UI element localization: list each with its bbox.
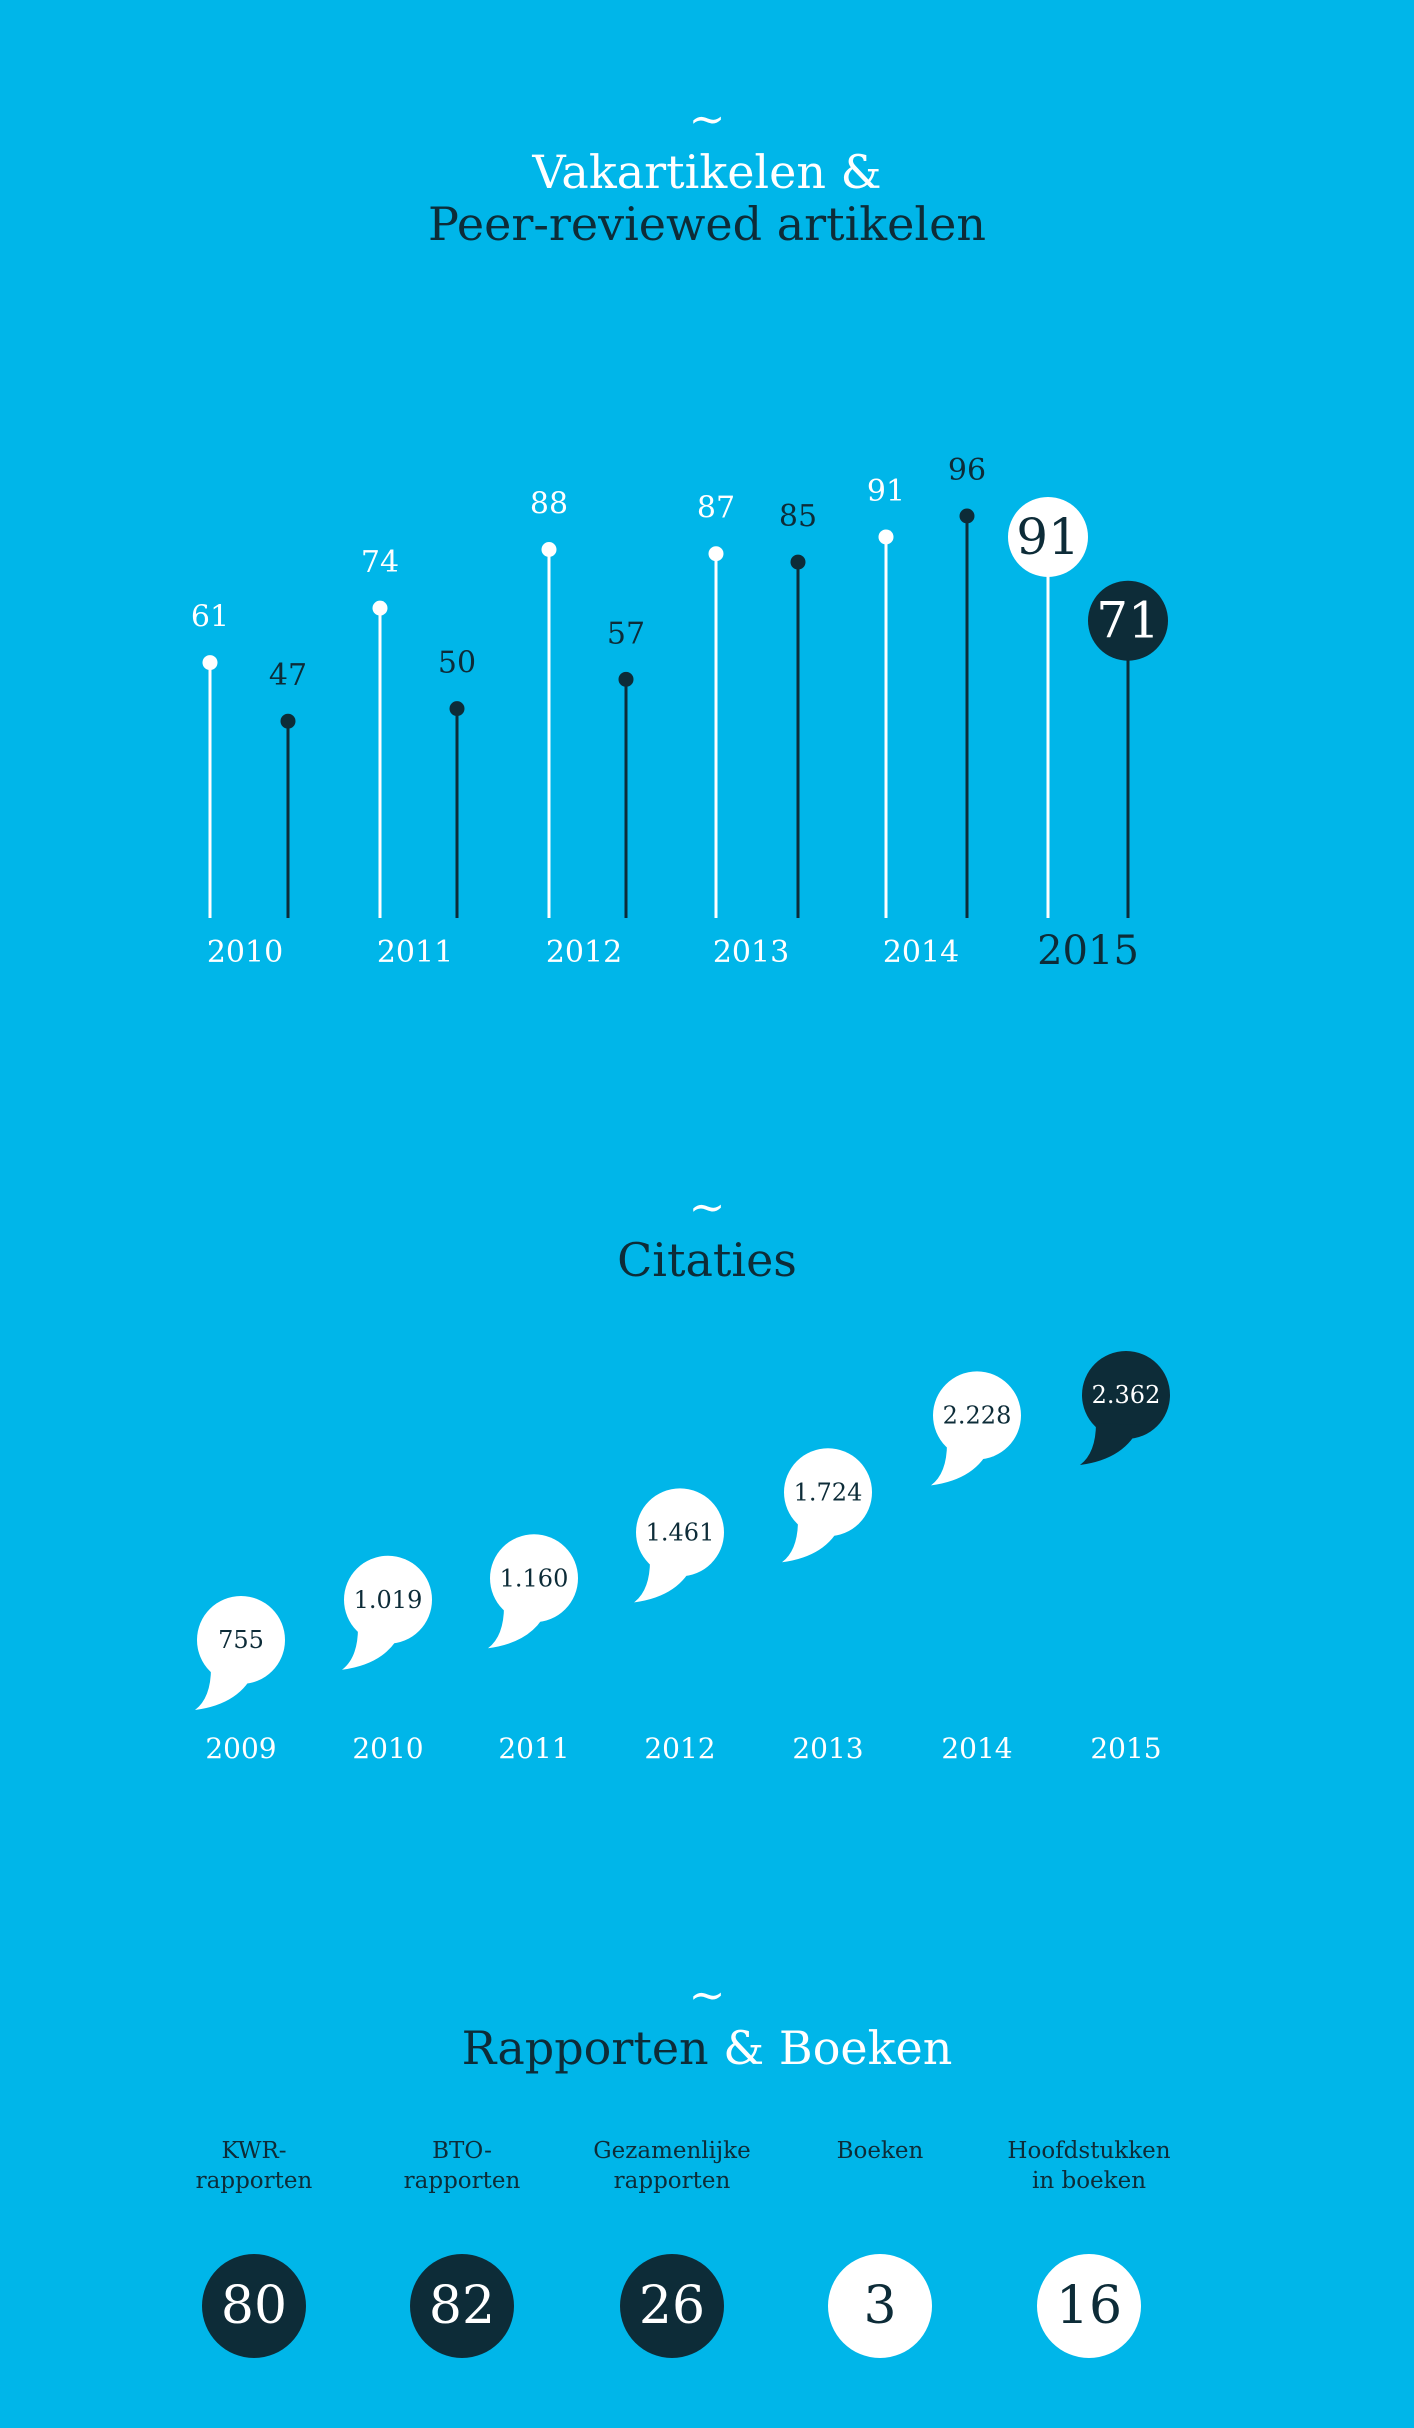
tilde-ornament-icon: ~ bbox=[688, 94, 726, 145]
section-title-reports-books: Rapporten & Boeken bbox=[0, 2022, 1414, 2074]
bubble-tail bbox=[342, 1627, 402, 1670]
title-vakartikelen: Vakartikelen bbox=[532, 145, 826, 199]
x-tick-label: 2012 bbox=[644, 1732, 715, 1765]
bubble-tail bbox=[782, 1520, 842, 1563]
label-line: BTO- bbox=[432, 2138, 492, 2164]
lollipop-dot bbox=[708, 546, 724, 562]
citation-bubble: 1.160 bbox=[488, 1534, 578, 1649]
lollipop-value-label: 85 bbox=[779, 499, 817, 534]
report-category-label: BTO-rapporten bbox=[362, 2136, 562, 2196]
bubble-value-label: 2.228 bbox=[943, 1401, 1012, 1429]
report-category-label: Boeken bbox=[780, 2136, 980, 2166]
label-line: Gezamenlijke bbox=[593, 2138, 751, 2164]
bubble-tail bbox=[634, 1560, 694, 1603]
bubble-circle bbox=[197, 1596, 285, 1684]
lollipop-value-label: 47 bbox=[269, 658, 307, 693]
lollipop-value-label: 91 bbox=[867, 474, 905, 509]
label-line: rapporten bbox=[403, 2168, 521, 2194]
title-boeken: Boeken bbox=[764, 2021, 953, 2075]
title-rapporten: Rapporten bbox=[461, 2021, 709, 2075]
citation-bubble: 755 bbox=[195, 1596, 285, 1710]
label-line: Boeken bbox=[836, 2138, 924, 2164]
label-line: rapporten bbox=[195, 2168, 313, 2194]
title-peer-reviewed: Peer-reviewed artikelen bbox=[428, 197, 986, 251]
x-tick-label: 2011 bbox=[498, 1732, 569, 1765]
label-line: rapporten bbox=[613, 2168, 731, 2194]
citation-bubble: 1.019 bbox=[342, 1555, 432, 1670]
lollipop-dot bbox=[790, 554, 806, 570]
lollipop-dot bbox=[541, 542, 557, 557]
bubble-tail bbox=[1080, 1423, 1140, 1465]
citations-bubble-chart: 755 2009 1.019 2010 1.160 2011 1.461 2012 1.724 2… bbox=[195, 1351, 1170, 1765]
lollipop-dot bbox=[202, 655, 218, 671]
bubble-value-label: 1.724 bbox=[794, 1478, 863, 1506]
title-ampersand: & bbox=[708, 2021, 765, 2075]
bubble-value-label: 1.160 bbox=[500, 1564, 569, 1592]
lollipop-dot bbox=[878, 529, 894, 545]
lollipop-value-label: 61 bbox=[191, 600, 229, 635]
report-count-circle: 26 bbox=[620, 2254, 724, 2358]
label-line: in boeken bbox=[1031, 2168, 1147, 2194]
lollipop-value-label: 71 bbox=[1096, 592, 1160, 650]
lollipop-dot bbox=[959, 508, 975, 524]
bubble-value-label: 1.461 bbox=[646, 1518, 715, 1546]
bubble-circle bbox=[490, 1534, 578, 1623]
report-count-circle: 80 bbox=[202, 2254, 306, 2358]
section-title-citaties: Citaties bbox=[617, 1233, 797, 1287]
bubble-circle bbox=[784, 1448, 872, 1537]
x-tick-label: 2014 bbox=[883, 935, 959, 970]
report-count-circle: 82 bbox=[410, 2254, 514, 2358]
citation-bubble: 1.724 bbox=[782, 1448, 872, 1563]
bubble-value-label: 1.019 bbox=[354, 1586, 423, 1614]
lollipop-value-label: 57 bbox=[607, 616, 645, 651]
bubble-circle bbox=[344, 1555, 432, 1644]
lollipop-value-label: 91 bbox=[1016, 508, 1080, 566]
report-count-circle: 3 bbox=[828, 2254, 932, 2358]
lollipop-dot bbox=[280, 713, 296, 729]
report-category-label: Gezamenlijke rapporten bbox=[572, 2136, 772, 2196]
lollipop-highlight-circle bbox=[1088, 580, 1168, 661]
label-line: KWR- bbox=[221, 2138, 287, 2164]
x-tick-label: 2015 bbox=[1037, 928, 1139, 974]
articles-lollipop-chart: 61 47 2010 74 50 2011 88 57 2012 87 85 2013 91 96 2014… bbox=[191, 453, 1168, 974]
x-tick-label: 2014 bbox=[941, 1732, 1012, 1765]
citation-bubble: 1.461 bbox=[634, 1488, 724, 1603]
x-tick-label: 2013 bbox=[713, 935, 789, 970]
bubble-circle bbox=[1082, 1351, 1170, 1439]
x-tick-label: 2015 bbox=[1090, 1732, 1161, 1765]
lollipop-highlight-circle bbox=[1008, 496, 1088, 577]
report-category-label: KWR-rapporten bbox=[154, 2136, 354, 2196]
tilde-ornament-icon: ~ bbox=[688, 1182, 726, 1233]
lollipop-value-label: 88 bbox=[530, 487, 568, 522]
lollipop-value-label: 87 bbox=[697, 491, 735, 526]
lollipop-dot bbox=[372, 600, 388, 616]
x-tick-label: 2010 bbox=[352, 1732, 423, 1765]
lollipop-dot bbox=[449, 701, 465, 717]
bubble-circle bbox=[636, 1488, 724, 1577]
x-tick-label: 2010 bbox=[207, 935, 283, 970]
x-tick-label: 2009 bbox=[205, 1732, 276, 1765]
lollipop-value-label: 96 bbox=[948, 453, 986, 488]
x-tick-label: 2011 bbox=[377, 935, 453, 970]
bubble-tail bbox=[931, 1443, 991, 1486]
bubble-tail bbox=[195, 1668, 255, 1710]
bubble-tail bbox=[488, 1606, 548, 1649]
citation-bubble: 2.362 bbox=[1080, 1351, 1170, 1465]
report-category-label: Hoofdstukken in boeken bbox=[989, 2136, 1189, 2196]
title-ampersand: & bbox=[826, 145, 882, 199]
x-tick-label: 2013 bbox=[792, 1732, 863, 1765]
section-title-articles: Vakartikelen & bbox=[0, 146, 1414, 198]
bubble-value-label: 755 bbox=[218, 1626, 264, 1654]
bubble-circle bbox=[933, 1371, 1021, 1460]
bubble-value-label: 2.362 bbox=[1092, 1381, 1161, 1409]
citation-bubble: 2.228 bbox=[931, 1371, 1021, 1486]
lollipop-value-label: 74 bbox=[361, 545, 399, 580]
lollipop-value-label: 50 bbox=[438, 646, 476, 681]
x-tick-label: 2012 bbox=[546, 935, 622, 970]
report-count-circle: 16 bbox=[1037, 2254, 1141, 2358]
label-line: Hoofdstukken bbox=[1007, 2138, 1171, 2164]
lollipop-dot bbox=[618, 671, 634, 687]
tilde-ornament-icon: ~ bbox=[688, 1970, 726, 2021]
